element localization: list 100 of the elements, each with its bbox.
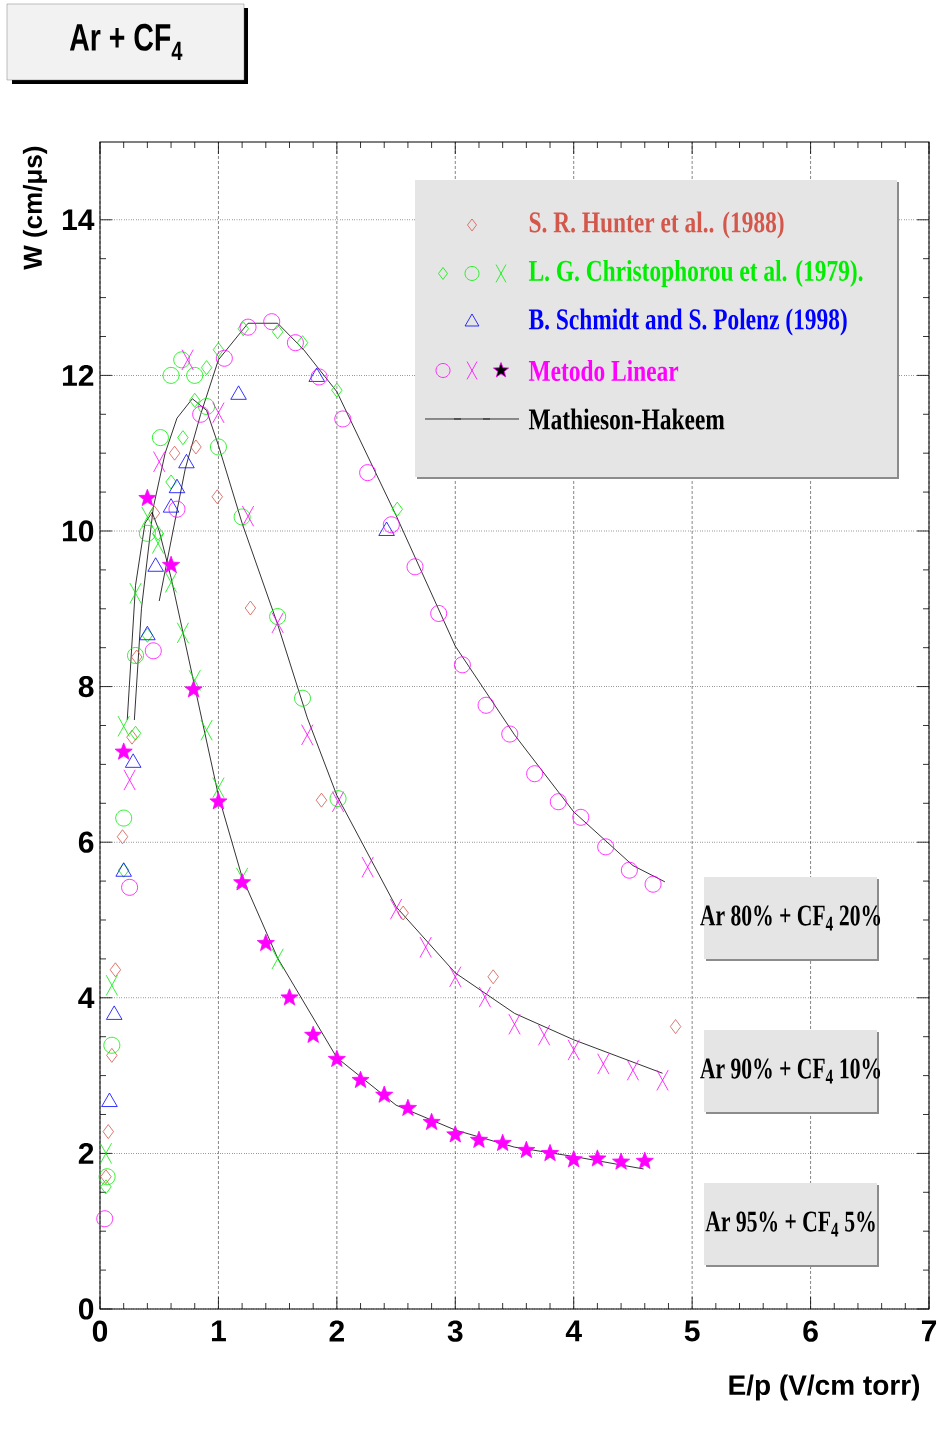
- point: [115, 809, 133, 827]
- y-tick-label: 10: [62, 520, 94, 542]
- point: [116, 829, 129, 845]
- point: [351, 1070, 370, 1088]
- point: [477, 696, 495, 714]
- y-tick-label: 8: [78, 675, 94, 698]
- point: [215, 349, 233, 367]
- point: [272, 324, 284, 340]
- y-tick-label: 4: [78, 987, 95, 1009]
- point: [635, 1151, 654, 1169]
- x-tick-label: 4: [565, 1320, 582, 1342]
- point: [192, 405, 210, 423]
- point: [446, 1125, 465, 1143]
- point: [549, 793, 567, 811]
- point: [644, 875, 662, 893]
- point: [280, 988, 299, 1006]
- point: [620, 861, 638, 879]
- point: [359, 464, 377, 482]
- point: [109, 962, 122, 978]
- point: [327, 1049, 346, 1067]
- point: [487, 969, 499, 985]
- x-tick-label: 5: [684, 1320, 700, 1342]
- point: [144, 642, 162, 660]
- point: [454, 656, 471, 674]
- point: [331, 382, 343, 398]
- point: [541, 1143, 559, 1162]
- point: [382, 516, 400, 534]
- point: [501, 725, 519, 743]
- x-axis-title: E/p (V/cm torr): [729, 1374, 920, 1401]
- x-tick-label: 1: [211, 1320, 226, 1342]
- point: [269, 608, 287, 625]
- point: [375, 1085, 394, 1103]
- point: [152, 429, 169, 447]
- point: [127, 647, 144, 664]
- point: [334, 410, 352, 428]
- point: [131, 649, 143, 665]
- point: [211, 489, 223, 505]
- point: [470, 1130, 488, 1148]
- point: [517, 1140, 536, 1158]
- x-tick-label: 7: [921, 1320, 937, 1342]
- point: [138, 488, 157, 506]
- point: [233, 508, 251, 526]
- annotation: Ar 95% + CF$_{4}$ 5%: [705, 1211, 875, 1237]
- point: [296, 335, 309, 351]
- point: [304, 1025, 323, 1043]
- point: [572, 808, 590, 826]
- point: [493, 1133, 512, 1151]
- point: [121, 878, 139, 896]
- y-tick-label: 12: [62, 364, 94, 386]
- y-tick-label: 6: [78, 831, 94, 853]
- y-tick-label: 0: [78, 1298, 94, 1320]
- point: [129, 725, 142, 741]
- point: [106, 1047, 118, 1063]
- point: [200, 360, 213, 375]
- point: [391, 501, 403, 517]
- point: [597, 838, 615, 856]
- point: [669, 1019, 682, 1034]
- point: [162, 366, 180, 384]
- point: [186, 366, 204, 384]
- point: [168, 445, 181, 461]
- point: [177, 430, 189, 446]
- point: [126, 729, 138, 745]
- point: [287, 334, 304, 352]
- point: [237, 321, 249, 337]
- point: [184, 680, 203, 698]
- point: [212, 342, 225, 358]
- point: [138, 524, 156, 542]
- point: [168, 500, 186, 518]
- point: [398, 1098, 417, 1116]
- annotation: Ar 80% + CF$_{4}$ 20%: [700, 905, 881, 931]
- point: [564, 1150, 583, 1168]
- legend-label: Metodo Linear: [528, 359, 679, 382]
- annotation: Ar 90% + CF$_{4}$ 10%: [700, 1058, 881, 1084]
- point: [422, 1112, 441, 1130]
- point: [406, 558, 424, 576]
- point: [96, 1210, 114, 1228]
- point: [98, 1168, 116, 1186]
- x-tick-label: 3: [447, 1320, 463, 1342]
- point: [103, 1036, 121, 1054]
- point: [310, 368, 328, 386]
- point: [162, 555, 181, 573]
- point: [315, 792, 328, 808]
- point: [173, 351, 191, 369]
- legend-label: B. Schmidt and S. Polenz (1998): [528, 308, 847, 336]
- point: [397, 905, 409, 921]
- point: [165, 474, 177, 490]
- y-tick-label: 14: [62, 209, 95, 231]
- point: [190, 439, 202, 455]
- point: [209, 792, 228, 810]
- point: [114, 742, 133, 760]
- point: [526, 765, 544, 783]
- point: [256, 933, 275, 952]
- point: [100, 1179, 112, 1195]
- chart-title: Ar + CF$_{4}$: [69, 23, 183, 61]
- point: [189, 392, 201, 408]
- point: [244, 600, 257, 616]
- point: [239, 318, 257, 336]
- legend-label: Mathieson-Hakeem: [528, 408, 725, 430]
- point: [430, 605, 448, 622]
- legend-label: S. R. Hunter et al.. (1988): [529, 211, 784, 239]
